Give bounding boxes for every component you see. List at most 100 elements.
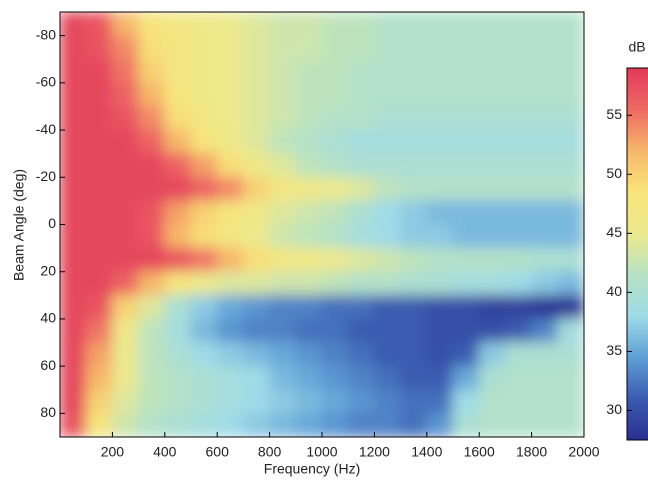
heat-cell bbox=[531, 389, 558, 414]
heat-cell bbox=[112, 295, 139, 320]
heat-cell bbox=[426, 177, 453, 202]
x-tick-label: 2000 bbox=[568, 444, 599, 460]
heat-cell bbox=[400, 106, 427, 131]
heat-cell bbox=[505, 177, 532, 202]
heat-cell bbox=[164, 130, 191, 155]
heat-cell bbox=[60, 130, 87, 155]
heat-cell bbox=[348, 318, 375, 343]
heat-cell bbox=[426, 389, 453, 414]
heat-cell bbox=[217, 153, 244, 178]
heat-cell bbox=[191, 177, 218, 202]
heat-cell bbox=[112, 389, 139, 414]
y-tick-label: -40 bbox=[36, 121, 56, 137]
heat-cell bbox=[191, 200, 218, 225]
heat-cell bbox=[531, 106, 558, 131]
heat-cell bbox=[164, 82, 191, 107]
heat-cell bbox=[217, 200, 244, 225]
heat-cell bbox=[60, 366, 87, 391]
heat-cell bbox=[531, 200, 558, 225]
heat-cell bbox=[243, 177, 270, 202]
heat-cell bbox=[164, 271, 191, 296]
heat-cell bbox=[400, 35, 427, 60]
heat-cell bbox=[479, 224, 506, 249]
heat-cell bbox=[348, 224, 375, 249]
heat-cell bbox=[374, 59, 401, 84]
heat-cell bbox=[295, 12, 322, 37]
heat-cell bbox=[138, 200, 165, 225]
heat-cell bbox=[164, 413, 191, 438]
heat-cell bbox=[138, 248, 165, 273]
heat-cell bbox=[426, 82, 453, 107]
heat-cell bbox=[86, 248, 113, 273]
heat-cell bbox=[217, 271, 244, 296]
heat-cell bbox=[479, 413, 506, 438]
heat-cell bbox=[531, 342, 558, 367]
heat-cell bbox=[505, 224, 532, 249]
heat-cell bbox=[191, 342, 218, 367]
heat-cell bbox=[322, 12, 349, 37]
heat-cell bbox=[243, 295, 270, 320]
heat-cell bbox=[557, 248, 584, 273]
heat-cell bbox=[400, 366, 427, 391]
heat-cell bbox=[164, 177, 191, 202]
heat-cell bbox=[112, 271, 139, 296]
heat-cell bbox=[374, 366, 401, 391]
heat-cell bbox=[479, 200, 506, 225]
heat-cell bbox=[243, 342, 270, 367]
heat-cell bbox=[479, 12, 506, 37]
heat-cell bbox=[164, 35, 191, 60]
colorbar bbox=[627, 68, 648, 440]
heat-cell bbox=[243, 59, 270, 84]
x-tick-label: 200 bbox=[101, 444, 125, 460]
heat-cell bbox=[531, 413, 558, 438]
heat-cell bbox=[322, 82, 349, 107]
heat-cell bbox=[86, 12, 113, 37]
heat-cell bbox=[426, 153, 453, 178]
heat-cell bbox=[295, 389, 322, 414]
heat-cell bbox=[426, 248, 453, 273]
heat-cell bbox=[243, 106, 270, 131]
heat-cell bbox=[138, 59, 165, 84]
heat-cell bbox=[243, 200, 270, 225]
heat-cell bbox=[426, 271, 453, 296]
heat-cell bbox=[112, 153, 139, 178]
heat-cell bbox=[217, 59, 244, 84]
heat-cell bbox=[112, 200, 139, 225]
heat-cell bbox=[60, 413, 87, 438]
heat-cell bbox=[243, 12, 270, 37]
heat-cell bbox=[191, 295, 218, 320]
heat-cell bbox=[86, 224, 113, 249]
heat-cell bbox=[164, 153, 191, 178]
heat-cell bbox=[531, 130, 558, 155]
colorbar-label: dB bbox=[628, 39, 645, 55]
heat-cell bbox=[269, 224, 296, 249]
heat-cell bbox=[479, 59, 506, 84]
heat-cell bbox=[322, 413, 349, 438]
heat-cell bbox=[400, 200, 427, 225]
heat-cell bbox=[269, 248, 296, 273]
heat-cell bbox=[164, 106, 191, 131]
heat-cell bbox=[400, 413, 427, 438]
colorbar-tick-label: 55 bbox=[606, 106, 622, 122]
heat-cell bbox=[191, 59, 218, 84]
heat-cell bbox=[217, 130, 244, 155]
heat-cell bbox=[322, 248, 349, 273]
heat-cell bbox=[243, 413, 270, 438]
heat-cell bbox=[191, 366, 218, 391]
heat-cell bbox=[217, 224, 244, 249]
y-tick-label: -60 bbox=[36, 74, 56, 90]
heat-cell bbox=[453, 153, 480, 178]
heat-cell bbox=[164, 295, 191, 320]
heat-cell bbox=[479, 271, 506, 296]
heat-cell bbox=[348, 106, 375, 131]
heat-cell bbox=[138, 295, 165, 320]
heat-cell bbox=[191, 12, 218, 37]
y-tick-label: 60 bbox=[40, 357, 56, 373]
heat-cell bbox=[479, 342, 506, 367]
heat-cell bbox=[531, 224, 558, 249]
heat-cell bbox=[191, 318, 218, 343]
heat-cell bbox=[426, 318, 453, 343]
heat-cell bbox=[112, 177, 139, 202]
heat-cell bbox=[269, 271, 296, 296]
heat-cell bbox=[348, 342, 375, 367]
